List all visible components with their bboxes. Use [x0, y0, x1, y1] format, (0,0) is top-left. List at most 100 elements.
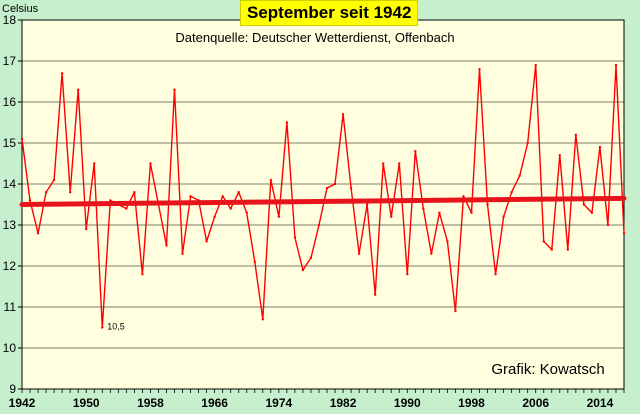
- data-point: [398, 162, 401, 165]
- x-tick-label: 1982: [330, 396, 357, 410]
- y-tick-label: 17: [3, 54, 17, 68]
- data-point: [229, 207, 232, 210]
- data-point: [550, 248, 553, 251]
- x-tick-label: 1974: [266, 396, 293, 410]
- data-point: [470, 211, 473, 214]
- data-point: [125, 207, 128, 210]
- data-point: [614, 63, 618, 67]
- y-tick-label: 12: [3, 259, 17, 273]
- data-point: [285, 121, 289, 124]
- y-axis-label: Celsius: [2, 3, 39, 15]
- data-point: [406, 273, 409, 276]
- data-point: [430, 252, 433, 255]
- series-layer: 10,5: [19, 63, 627, 332]
- y-tick-label: 11: [4, 300, 17, 314]
- data-point: [414, 150, 417, 153]
- data-point: [213, 215, 216, 218]
- trend-line: [19, 195, 627, 207]
- data-point: [205, 240, 208, 243]
- data-point: [277, 215, 281, 218]
- data-point: [382, 162, 385, 165]
- data-point: [293, 236, 297, 239]
- data-point: [52, 178, 56, 182]
- data-point: [189, 195, 192, 198]
- data-point: [622, 232, 626, 235]
- data-point: [237, 191, 240, 194]
- data-point: [518, 174, 521, 177]
- y-tick-label: 10: [3, 341, 17, 355]
- data-point: [478, 68, 481, 71]
- y-tick-label: 16: [3, 95, 17, 109]
- chart-credit: Grafik: Kowatsch: [491, 361, 604, 378]
- data-point: [365, 203, 369, 206]
- data-point: [373, 293, 377, 296]
- data-point: [566, 248, 570, 251]
- y-tick-label: 13: [3, 218, 17, 232]
- data-point: [245, 211, 248, 214]
- data-point: [101, 326, 104, 329]
- data-point: [60, 72, 64, 75]
- axes: 9 10 11 12 13 14 15 16 17 18 1942 1950 1958 1966 1974 1…: [3, 13, 625, 410]
- data-point: [534, 63, 537, 67]
- data-point: [598, 145, 602, 149]
- data-point: [141, 273, 144, 276]
- data-point: [36, 232, 40, 235]
- data-point: [309, 256, 313, 259]
- data-point: [269, 178, 273, 182]
- data-point: [28, 199, 32, 202]
- data-point: [68, 191, 72, 194]
- y-tick-label: 18: [3, 13, 17, 27]
- data-point: [590, 211, 594, 214]
- data-point: [85, 227, 88, 231]
- data-point: [486, 203, 489, 206]
- data-point: [253, 260, 256, 264]
- data-point: [558, 154, 561, 157]
- min-value-annotation: 10,5: [107, 322, 125, 332]
- data-point: [349, 186, 353, 190]
- series-line: [21, 64, 625, 329]
- x-tick-label: 1966: [201, 396, 228, 410]
- x-tick-label: 1950: [73, 396, 100, 410]
- x-tick-label: 1942: [9, 396, 36, 410]
- data-point: [149, 162, 152, 165]
- data-point: [301, 268, 305, 272]
- chart-subtitle: Datenquelle: Deutscher Wetterdienst, Off…: [175, 30, 454, 45]
- data-point: [133, 191, 136, 194]
- data-point: [317, 223, 321, 227]
- y-tick-label: 9: [9, 382, 16, 396]
- y-tick-label: 14: [3, 177, 17, 191]
- data-point: [357, 252, 361, 255]
- chart-title: September seit 1942: [240, 0, 419, 26]
- data-point: [109, 199, 112, 202]
- data-point: [20, 137, 24, 141]
- data-point: [76, 88, 80, 91]
- data-point: [181, 252, 184, 255]
- data-point: [44, 191, 48, 194]
- data-point: [494, 273, 497, 276]
- data-point: [542, 240, 545, 243]
- x-tick-label: 1990: [394, 396, 421, 410]
- data-point: [574, 133, 578, 136]
- data-point: [390, 215, 393, 218]
- data-point: [422, 207, 425, 210]
- x-tick-label: 2014: [587, 396, 614, 410]
- data-point: [221, 195, 224, 198]
- x-tick-label: 2006: [522, 396, 549, 410]
- data-point: [510, 191, 513, 194]
- data-point: [173, 88, 176, 91]
- data-point: [606, 223, 610, 227]
- data-point: [333, 182, 337, 186]
- data-point: [526, 141, 529, 145]
- data-point: [502, 215, 505, 218]
- data-point: [438, 211, 441, 214]
- data-point: [582, 203, 586, 206]
- x-tick-label: 1998: [458, 396, 485, 410]
- data-point: [325, 186, 329, 190]
- x-tick-label: 1958: [137, 396, 164, 410]
- y-tick-label: 15: [3, 136, 17, 150]
- data-point: [165, 244, 168, 247]
- data-point: [454, 309, 457, 313]
- data-point: [261, 318, 264, 321]
- data-point: [341, 113, 345, 116]
